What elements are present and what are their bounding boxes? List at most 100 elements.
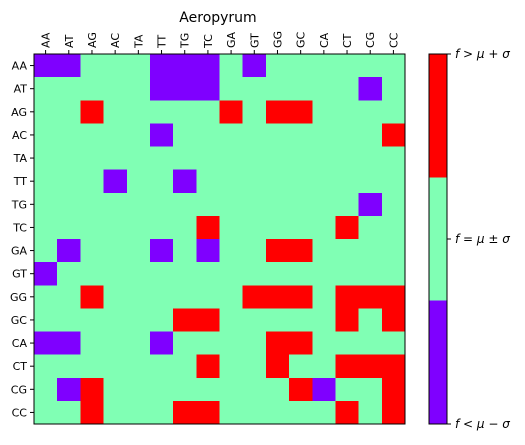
heatmap-cell-AC-TG [173, 123, 197, 147]
x-tick-label-AC: AC [109, 33, 122, 48]
heatmap-cell-GT-GG [265, 262, 290, 286]
heatmap-cell-GA-TA [126, 239, 151, 263]
heatmap-cell-AC-GA [219, 123, 244, 147]
heatmap-cell-CA-TG [173, 331, 197, 356]
heatmap-cell-CC-TC [196, 400, 220, 425]
heatmap-cell-GT-CA [312, 262, 336, 286]
heatmap-cell-AG-TT [149, 100, 174, 124]
heatmap-cell-TC-TG [173, 215, 197, 240]
heatmap-cell-GT-GA [219, 262, 244, 286]
heatmap-cell-CT-GC [289, 354, 313, 379]
heatmap-cell-CA-CA [312, 331, 336, 356]
heatmap-cell-TG-GG [265, 192, 290, 217]
heatmap-cell-TG-CA [312, 192, 336, 217]
heatmap-cell-GA-TT [149, 239, 174, 263]
heatmap-cell-CT-TA [126, 354, 151, 379]
heatmap-cell-TG-CC [381, 192, 406, 217]
heatmap-cell-TC-TA [126, 215, 151, 240]
heatmap-cell-AA-CA [312, 54, 336, 78]
heatmap-cell-CA-GG [265, 331, 290, 356]
y-tick-label-CT: CT [13, 360, 28, 373]
x-tick-label-GC: GC [295, 31, 308, 48]
heatmap-cell-GC-GA [219, 308, 244, 332]
heatmap-cell-TG-AC [103, 192, 128, 217]
heatmap-cell-TT-GG [265, 169, 290, 194]
heatmap-cell-TC-AA [34, 215, 58, 240]
heatmap-cell-GG-GG [265, 285, 290, 309]
heatmap-cell-CG-CT [335, 377, 360, 402]
heatmap-cell-AA-GT [242, 54, 267, 78]
heatmap-cell-CC-GA [219, 400, 244, 425]
heatmap-cell-CC-CT [335, 400, 360, 425]
x-tick-label-CC: CC [387, 32, 400, 48]
heatmap-cell-GG-GT [242, 285, 267, 309]
y-tick-labels: AA AT AG AC TA TT TG TC GA GT GG GC CA CT CG CC [10, 60, 34, 419]
heatmap-cell-CC-CA [312, 400, 336, 425]
heatmap-cell-AC-TC [196, 123, 220, 147]
heatmap-cell-TA-GC [289, 146, 313, 171]
heatmap-cell-CA-GA [219, 331, 244, 356]
y-tick-label-GT: GT [12, 268, 27, 281]
heatmap-cell-AC-TA [126, 123, 151, 147]
heatmap-cell-GC-TG [173, 308, 197, 332]
chart-title: Aeropyrum [179, 10, 256, 26]
heatmap-cell-CG-CG [358, 377, 383, 402]
heatmap-cell-CG-TG [173, 377, 197, 402]
heatmap-cell-GG-CT [335, 285, 360, 309]
heatmap-cell-TC-AG [80, 215, 104, 240]
heatmap-cell-GC-AG [80, 308, 104, 332]
heatmap-cell-TC-GG [265, 215, 290, 240]
heatmap-cell-TC-CT [335, 215, 360, 240]
heatmap-cell-CT-AC [103, 354, 128, 379]
heatmap-cell-GC-CC [381, 308, 406, 332]
heatmap-cell-TC-GA [219, 215, 244, 240]
heatmap-cell-CG-CA [312, 377, 336, 402]
heatmap-cell-CG-AA [34, 377, 58, 402]
heatmap-cell-AC-CG [358, 123, 383, 147]
heatmap-cell-GG-AT [57, 285, 81, 309]
heatmap-cell-AA-AC [103, 54, 128, 78]
heatmap-cell-AG-TC [196, 100, 220, 124]
heatmap-cell-CA-CC [381, 331, 406, 356]
y-tick-label-TC: TC [12, 221, 27, 234]
heatmap-cell-TA-AT [57, 146, 81, 171]
y-tick-label-TA: TA [13, 152, 28, 165]
heatmap-cell-GG-AC [103, 285, 128, 309]
heatmap-cell-GT-AA [34, 262, 58, 286]
heatmap-cell-CG-TC [196, 377, 220, 402]
heatmap-cell-TT-AG [80, 169, 104, 194]
heatmap-cell-GT-GC [289, 262, 313, 286]
heatmap-cell-CC-TT [149, 400, 174, 425]
heatmap-cell-GG-AA [34, 285, 58, 309]
y-tick-label-CC: CC [12, 406, 28, 419]
heatmap-cell-AC-CA [312, 123, 336, 147]
heatmap-cell-AG-GC [289, 100, 313, 124]
x-tick-label-GA: GA [225, 31, 238, 48]
heatmap-cell-CC-AA [34, 400, 58, 425]
y-tick-label-AA: AA [12, 60, 28, 73]
heatmap-cell-AA-AA [34, 54, 58, 78]
heatmap-cell-AT-TG [173, 77, 197, 101]
heatmap-cell-CT-TC [196, 354, 220, 379]
heatmap-cell-GT-CC [381, 262, 406, 286]
heatmap-cell-GC-AA [34, 308, 58, 332]
heatmap-cell-TT-AT [57, 169, 81, 194]
heatmap-cell-AA-CC [381, 54, 406, 78]
heatmap-cell-TA-AG [80, 146, 104, 171]
heatmap-cell-AA-CT [335, 54, 360, 78]
heatmap-cell-GA-TG [173, 239, 197, 263]
y-tick-label-CG: CG [11, 383, 27, 396]
heatmap-cell-AT-GG [265, 77, 290, 101]
heatmap-cell-GA-GT [242, 239, 267, 263]
heatmap-cell-TC-GC [289, 215, 313, 240]
heatmap-cell-GG-GC [289, 285, 313, 309]
heatmap-cell-GA-CC [381, 239, 406, 263]
heatmap-cell-TC-GT [242, 215, 267, 240]
heatmap-cell-TT-AC [103, 169, 128, 194]
heatmap-cell-CT-AA [34, 354, 58, 379]
heatmap-cell-GA-AA [34, 239, 58, 263]
heatmap-cell-CT-GG [265, 354, 290, 379]
heatmap-cell-TG-AA [34, 192, 58, 217]
colorbar-segment-mid [429, 177, 447, 302]
heatmap-cell-GT-GT [242, 262, 267, 286]
